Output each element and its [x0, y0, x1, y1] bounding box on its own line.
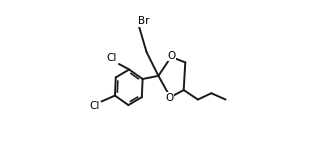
Text: O: O	[167, 51, 175, 61]
Text: O: O	[165, 93, 174, 103]
Text: Br: Br	[138, 16, 149, 26]
Text: Cl: Cl	[89, 101, 100, 111]
Text: Cl: Cl	[107, 53, 117, 64]
